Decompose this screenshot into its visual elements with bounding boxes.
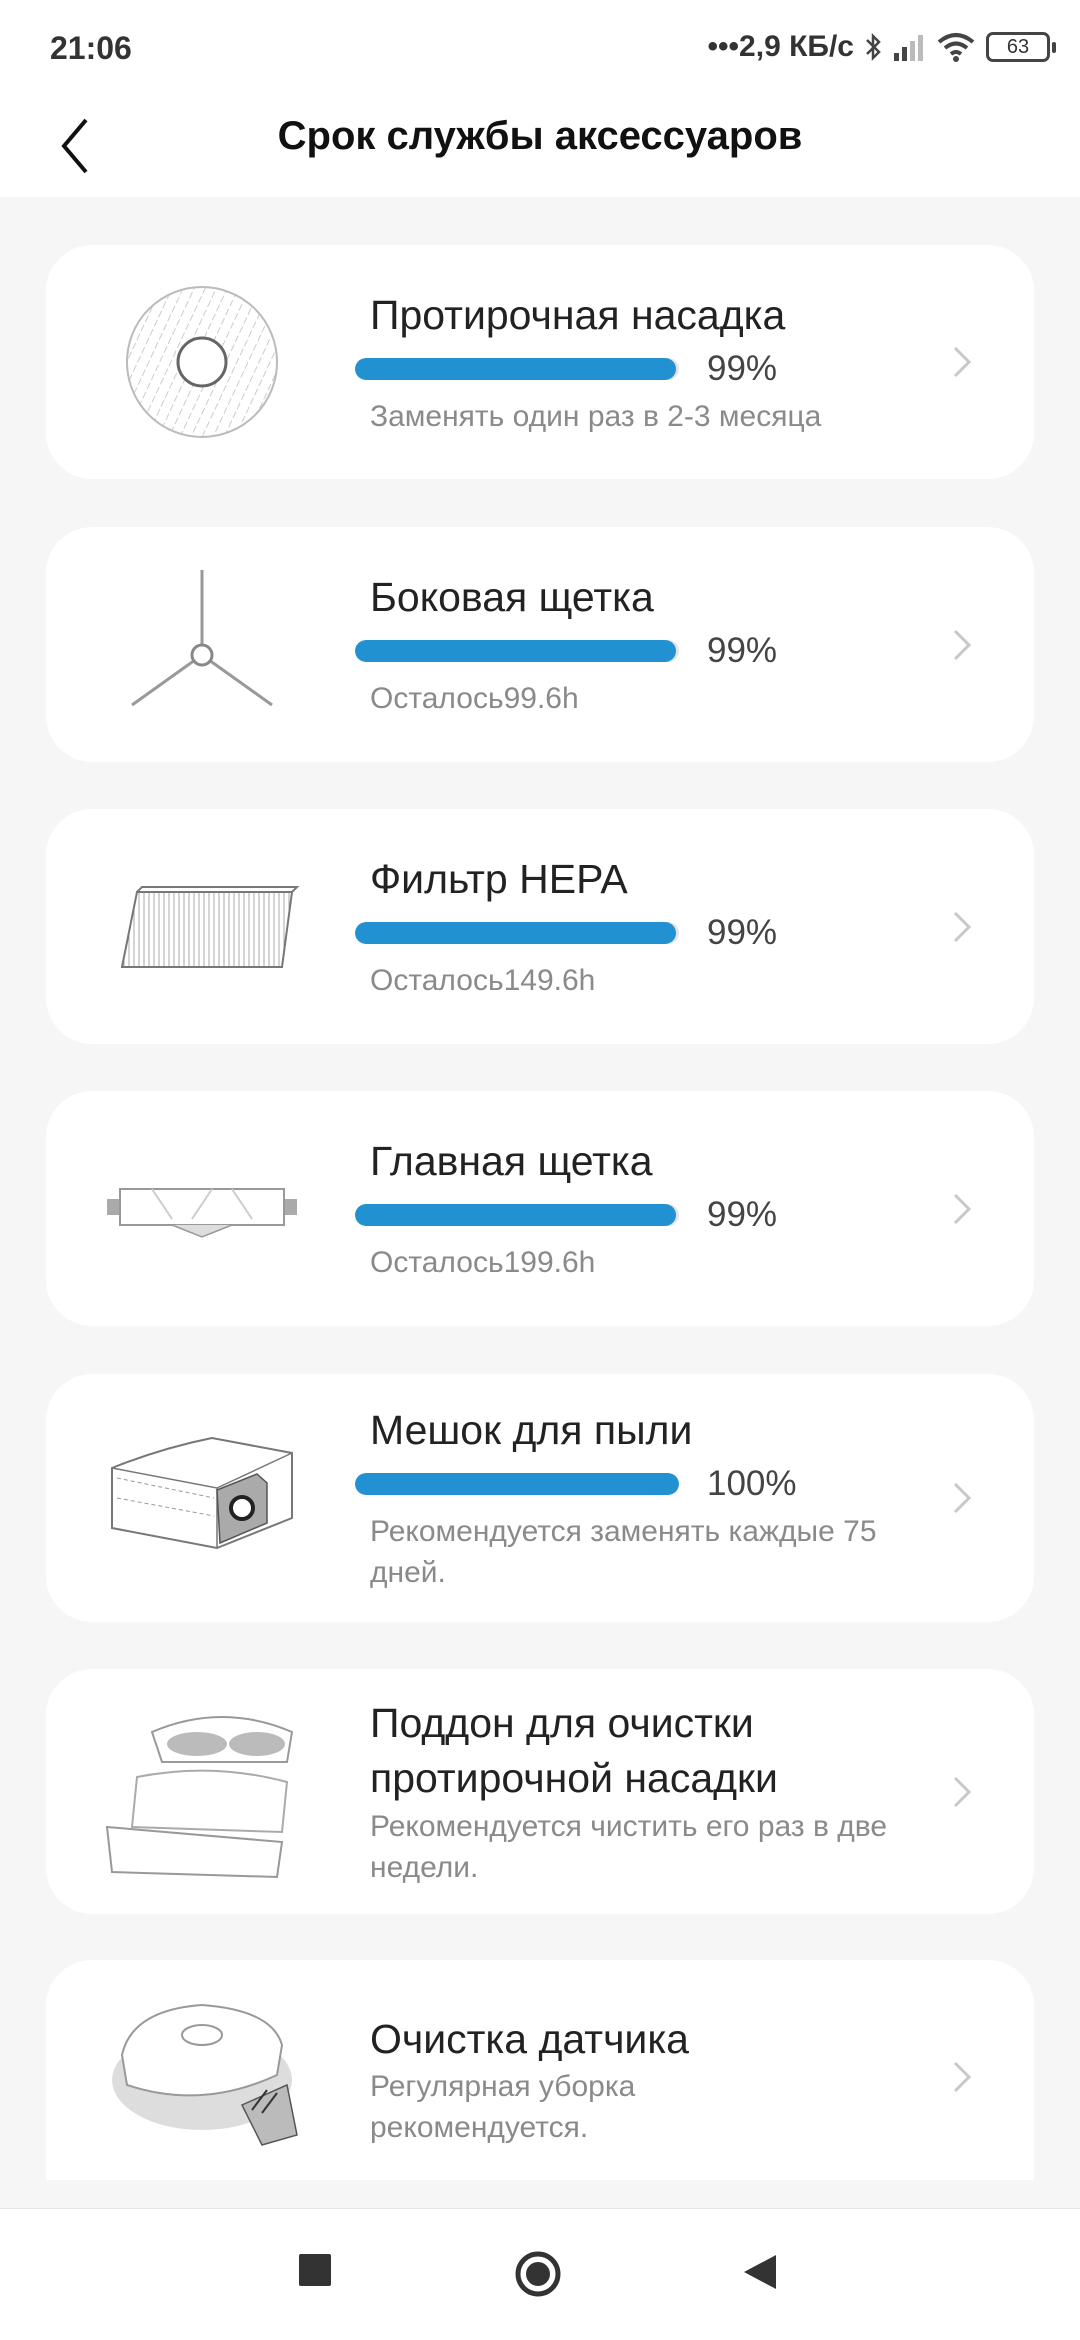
system-nav-bar: [0, 2208, 1080, 2340]
status-icons: •••2,9 КБ/с 63: [707, 30, 1056, 64]
wifi-icon: [937, 33, 975, 62]
accessory-card-mop[interactable]: Протирочная насадка 99% Заменять один ра…: [46, 245, 1034, 479]
accessory-subtitle: Осталось99.6h: [370, 682, 579, 715]
life-progress-fill: [355, 357, 676, 380]
app-header: Срок службы аксессуаров: [0, 100, 1080, 197]
home-circle-icon[interactable]: [513, 2249, 563, 2299]
life-percent: 99%: [707, 348, 778, 388]
accessory-name: Боковая щетка: [370, 574, 654, 620]
status-time: 21:06: [50, 30, 132, 66]
chevron-right-icon: [953, 911, 972, 942]
life-percent: 100%: [707, 1464, 797, 1503]
accessory-name: Мешок для пыли: [370, 1407, 693, 1453]
accessory-card-hepa-filter[interactable]: Фильтр HEPA 99% Осталось149.6h: [46, 809, 1034, 1044]
accessory-card-sensor-cleaning[interactable]: Очистка датчика Регулярная уборка рекоме…: [46, 1960, 1034, 2180]
accessory-name: Протирочная насадка: [370, 291, 786, 338]
chevron-right-icon: [953, 629, 972, 660]
life-progress-bar: [355, 357, 679, 380]
hepa-filter-image: [120, 885, 300, 968]
life-percent: 99%: [707, 631, 778, 670]
network-speed: •••2,9 КБ/с: [707, 30, 854, 63]
life-percent: 99%: [707, 913, 778, 952]
chevron-left-icon[interactable]: [56, 110, 96, 180]
mop-tray-image: [105, 1715, 294, 1878]
accessory-subtitle: Рекомендуется чистить его раз в две неде…: [370, 1809, 888, 1884]
accessory-card-dust-bag[interactable]: Мешок для пыли 100% Рекомендуется заменя…: [46, 1374, 1034, 1622]
page-title: Срок службы аксессуаров: [277, 114, 803, 158]
accessory-name: Очистка датчика: [370, 2016, 689, 2062]
accessory-name: Главная щетка: [370, 1138, 653, 1184]
dust-bag-image: [111, 1436, 293, 1550]
chevron-right-icon: [953, 1193, 972, 1224]
main-brush-image: [107, 1187, 297, 1238]
back-triangle-icon[interactable]: [742, 2253, 778, 2291]
accessory-name: Фильтр HEPA: [370, 856, 628, 902]
life-progress-bar: [355, 1204, 679, 1226]
life-percent: 99%: [707, 1195, 778, 1234]
accessory-subtitle: Осталось149.6h: [370, 964, 596, 997]
life-progress-bar: [355, 640, 679, 662]
accessory-name: Поддон для очистки протирочной насадки: [370, 1699, 778, 1801]
life-progress-fill: [355, 1473, 679, 1495]
accessory-subtitle: Осталось199.6h: [370, 1246, 596, 1279]
battery-icon: 63: [986, 32, 1056, 62]
sensor-cleaning-image: [112, 2003, 298, 2146]
life-progress-fill: [355, 640, 676, 662]
side-brush-image: [131, 569, 273, 706]
life-progress-bar: [355, 1473, 679, 1495]
recents-square-icon[interactable]: [298, 2253, 332, 2287]
life-progress-bar: [355, 922, 679, 944]
mop-pad-image: [126, 286, 278, 438]
chevron-right-icon: [953, 2061, 972, 2093]
status-bar: 21:06 •••2,9 КБ/с 63: [0, 0, 1080, 100]
accessory-subtitle: Заменять один раз в 2-3 месяца: [370, 399, 822, 433]
accessory-subtitle: Рекомендуется заменять каждые 75 дней.: [370, 1515, 877, 1589]
accessory-subtitle: Регулярная уборка рекомендуется.: [370, 2070, 636, 2144]
accessory-card-main-brush[interactable]: Главная щетка 99% Осталось199.6h: [46, 1091, 1034, 1326]
life-progress-fill: [355, 922, 676, 944]
chevron-right-icon: [953, 1482, 972, 1514]
accessory-list[interactable]: Протирочная насадка 99% Заменять один ра…: [0, 197, 1080, 2180]
signal-icon: [894, 35, 923, 61]
accessory-card-mop-tray[interactable]: Поддон для очистки протирочной насадки Р…: [46, 1669, 1034, 1914]
chevron-right-icon: [953, 346, 972, 378]
bluetooth-icon: [866, 32, 881, 62]
life-progress-fill: [355, 1204, 676, 1226]
chevron-right-icon: [953, 1776, 972, 1807]
accessory-card-side-brush[interactable]: Боковая щетка 99% Осталось99.6h: [46, 527, 1034, 762]
